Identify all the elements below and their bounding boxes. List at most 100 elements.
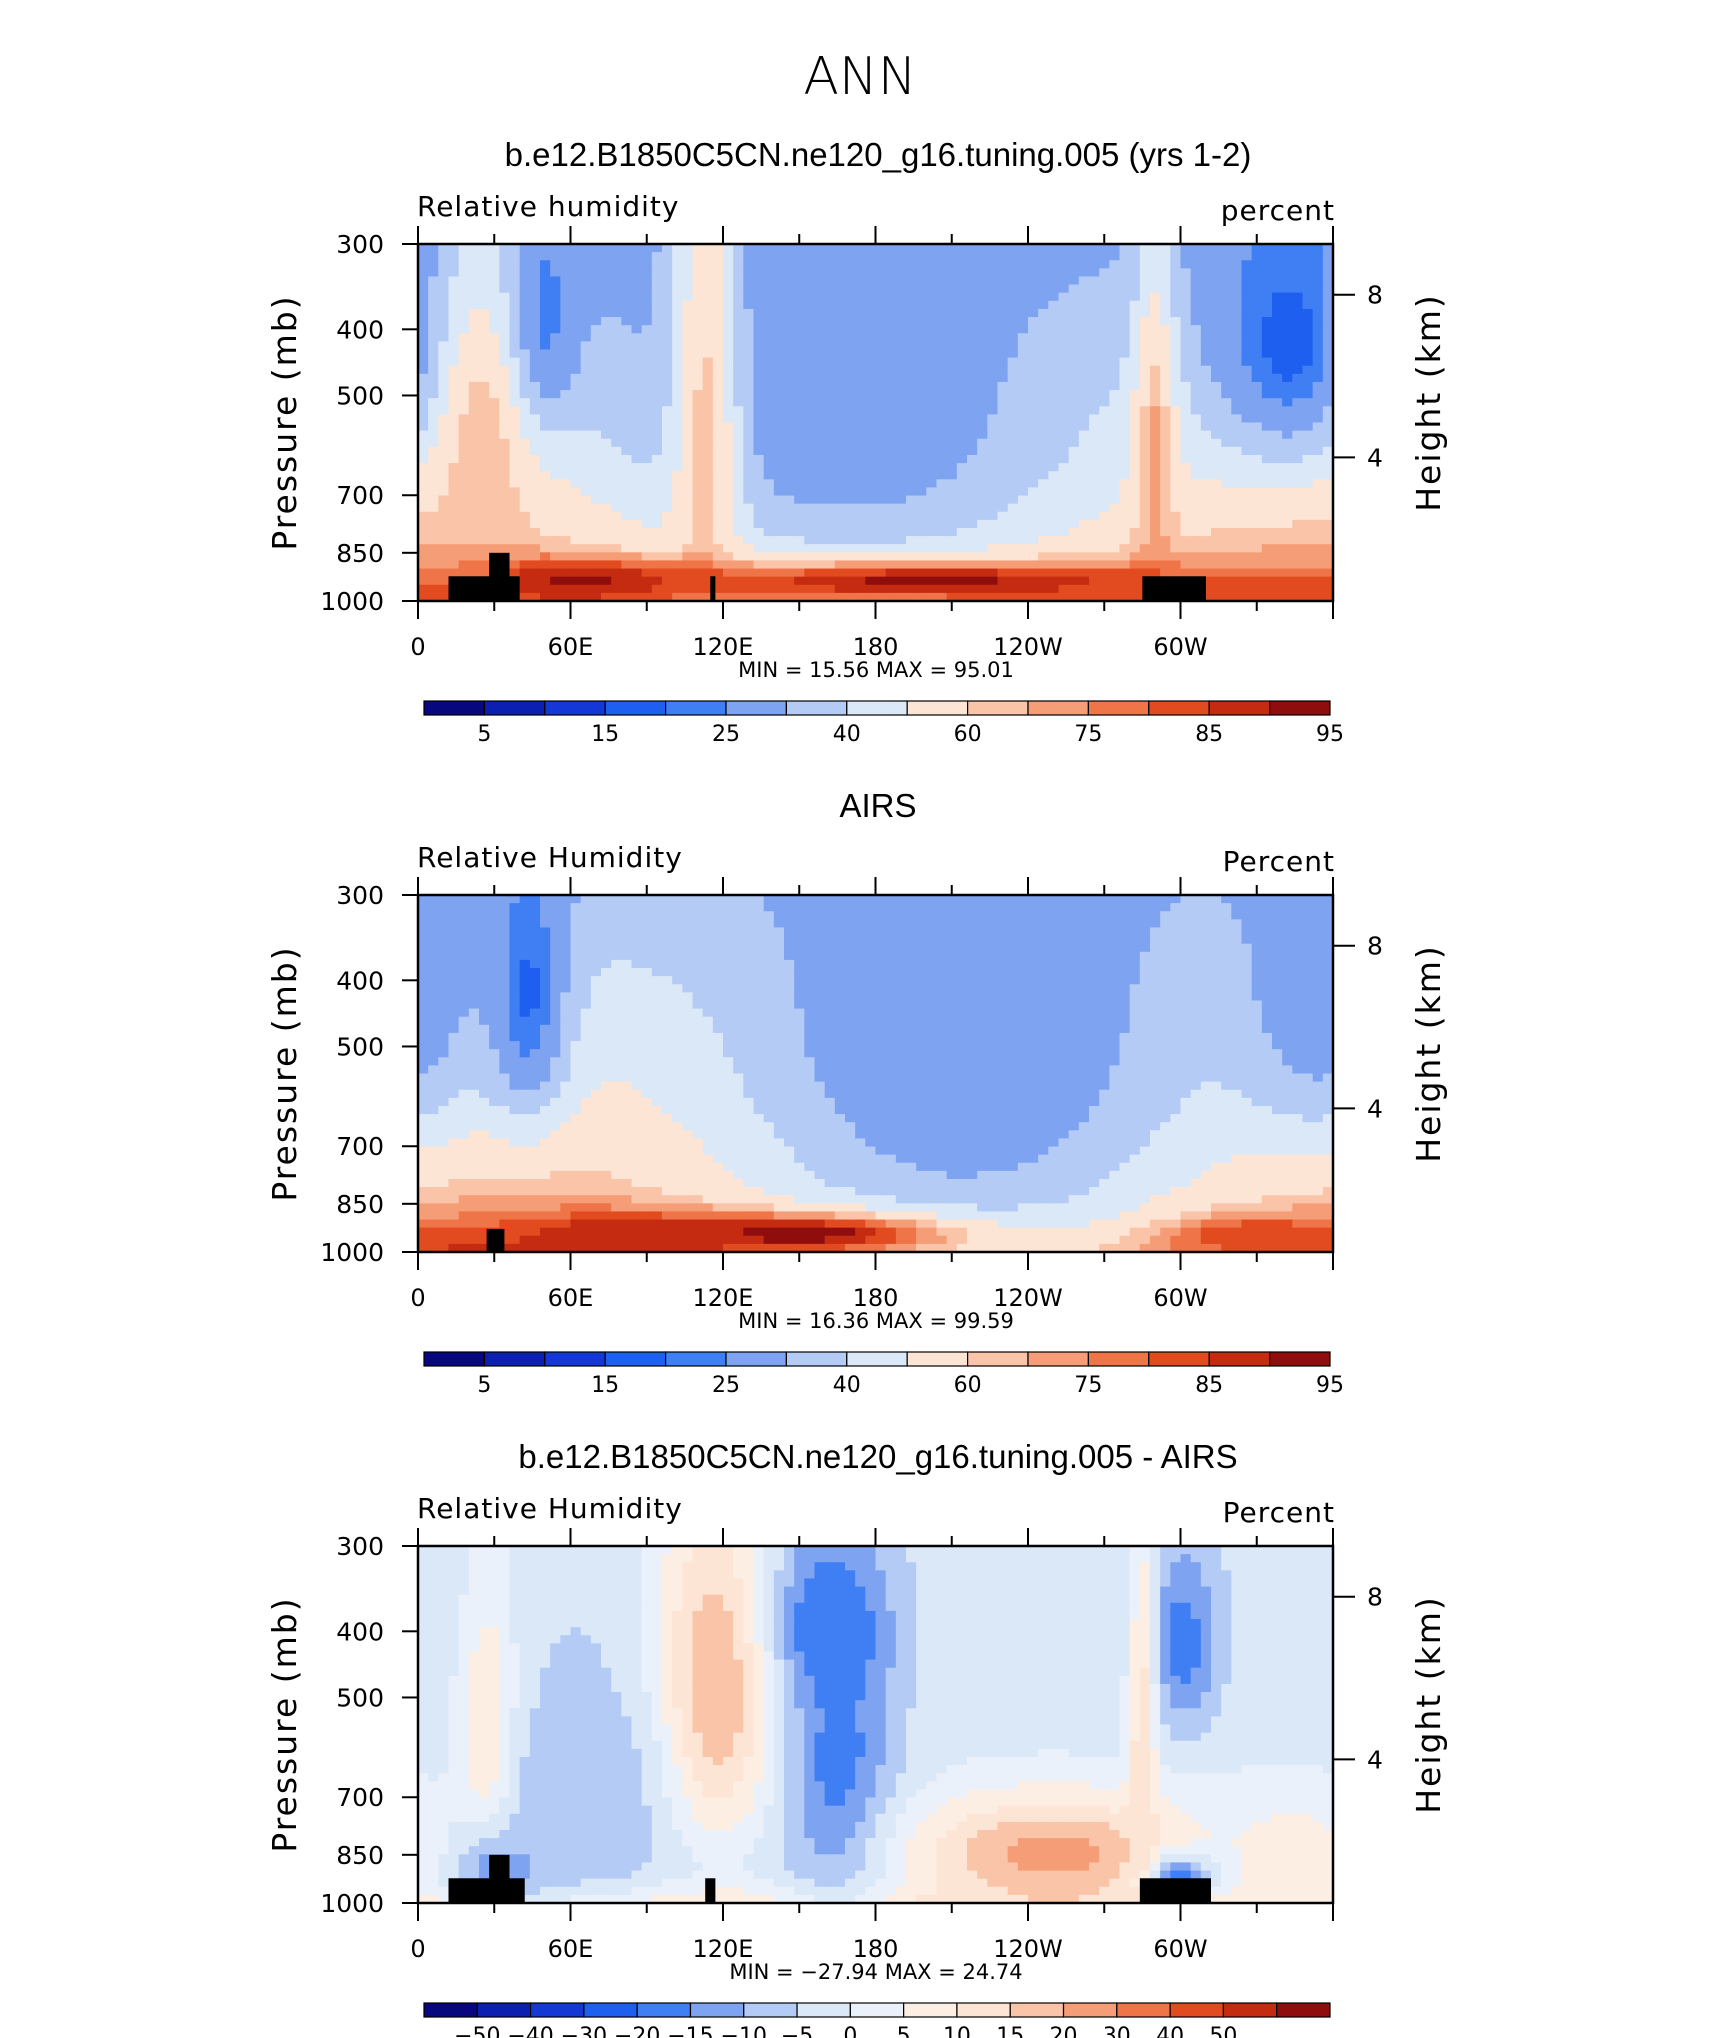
contour-cell: [448, 1227, 460, 1237]
contour-cell: [428, 1032, 439, 1042]
contour-cell: [641, 414, 653, 424]
contour-cell: [1211, 438, 1222, 448]
contour-cell: [885, 544, 897, 553]
contour-cell: [1170, 317, 1182, 326]
contour-cell: [540, 984, 551, 993]
contour-cell: [631, 503, 643, 513]
contour-cell: [1211, 422, 1222, 432]
contour-cell: [611, 568, 622, 578]
contour-cell: [824, 446, 836, 456]
contour-cell: [865, 333, 877, 342]
contour-cell: [1099, 511, 1110, 521]
contour-cell: [1282, 479, 1293, 489]
contour-cell: [631, 349, 643, 359]
contour-cell: [418, 390, 429, 399]
contour-cell: [611, 373, 622, 383]
contour-cell: [1292, 333, 1304, 342]
contour-cell: [1312, 308, 1324, 318]
contour-cell: [1231, 576, 1243, 586]
contour-cell: [1150, 406, 1161, 415]
contour-cell: [733, 560, 744, 570]
contour-cell: [631, 927, 643, 937]
contour-cell: [601, 903, 612, 912]
contour-cell: [1221, 390, 1232, 399]
contour-cell: [1231, 349, 1243, 359]
contour-cell: [479, 1016, 490, 1026]
contour-cell: [1129, 544, 1141, 553]
contour-cell: [692, 584, 704, 594]
contour-cell: [611, 935, 622, 945]
contour-cell: [682, 292, 694, 302]
contour-cell: [509, 446, 521, 456]
contour-cell: [967, 284, 978, 294]
contour-cell: [529, 959, 541, 969]
contour-cell: [570, 1235, 582, 1245]
contour-cell: [540, 438, 551, 448]
contour-cell: [1048, 544, 1060, 553]
contour-cell: [601, 1024, 612, 1034]
contour-cell: [712, 373, 724, 383]
contour-cell: [1200, 536, 1212, 545]
contour-cell: [885, 560, 897, 570]
contour-cell: [967, 252, 978, 261]
contour-cell: [479, 951, 490, 961]
contour-cell: [916, 519, 927, 529]
contour-cell: [448, 284, 460, 294]
contour-cell: [855, 536, 866, 545]
contour-cell: [906, 454, 917, 464]
contour-cell: [1119, 341, 1131, 351]
contour-cell: [723, 398, 734, 407]
contour-cell: [895, 357, 907, 367]
contour-cell: [1109, 317, 1121, 326]
contour-cell: [672, 592, 683, 602]
contour-cell: [906, 349, 917, 359]
contour-cell: [458, 1016, 470, 1026]
contour-cell: [1160, 349, 1171, 359]
contour-cell: [682, 454, 694, 464]
contour-cell: [458, 1041, 470, 1050]
contour-cell: [1109, 463, 1121, 472]
contour-cell: [814, 463, 826, 472]
contour-cell: [1150, 568, 1161, 578]
contour-cell: [499, 943, 511, 953]
contour-cell: [804, 422, 816, 432]
contour-cell: [1241, 503, 1253, 513]
contour-cell: [956, 252, 968, 261]
contour-cell: [458, 1049, 470, 1058]
contour-cell: [540, 390, 551, 399]
contour-cell: [438, 308, 450, 318]
contour-cell: [418, 927, 429, 937]
contour-cell: [956, 341, 968, 351]
contour-cell: [570, 373, 582, 383]
contour-cell: [590, 511, 602, 521]
contour-cell: [550, 1211, 561, 1221]
contour-cell: [855, 527, 866, 537]
contour-cell: [1099, 252, 1110, 261]
contour-cell: [1272, 292, 1283, 302]
contour-cell: [519, 511, 531, 521]
contour-cell: [723, 414, 734, 424]
contour-cell: [560, 1122, 572, 1131]
contour-cell: [997, 519, 1009, 529]
contour-cell: [651, 430, 663, 440]
contour-cell: [1241, 479, 1253, 489]
contour-cell: [499, 390, 511, 399]
contour-cell: [1007, 365, 1019, 375]
contour-cell: [712, 300, 724, 310]
contour-cell: [956, 560, 968, 570]
contour-cell: [814, 300, 826, 310]
contour-cell: [773, 438, 785, 448]
contour-cell: [814, 276, 826, 286]
contour-cell: [682, 422, 694, 432]
contour-cell: [560, 341, 572, 351]
contour-cell: [1150, 446, 1161, 456]
contour-cell: [916, 414, 927, 424]
contour-cell: [824, 349, 836, 359]
contour-cell: [601, 308, 612, 318]
contour-cell: [1211, 276, 1222, 286]
contour-cell: [916, 503, 927, 513]
contour-cell: [702, 568, 714, 578]
contour-cell: [621, 1162, 633, 1172]
y2-axis-label: Height (km): [1409, 293, 1448, 512]
contour-cell: [418, 1122, 429, 1131]
